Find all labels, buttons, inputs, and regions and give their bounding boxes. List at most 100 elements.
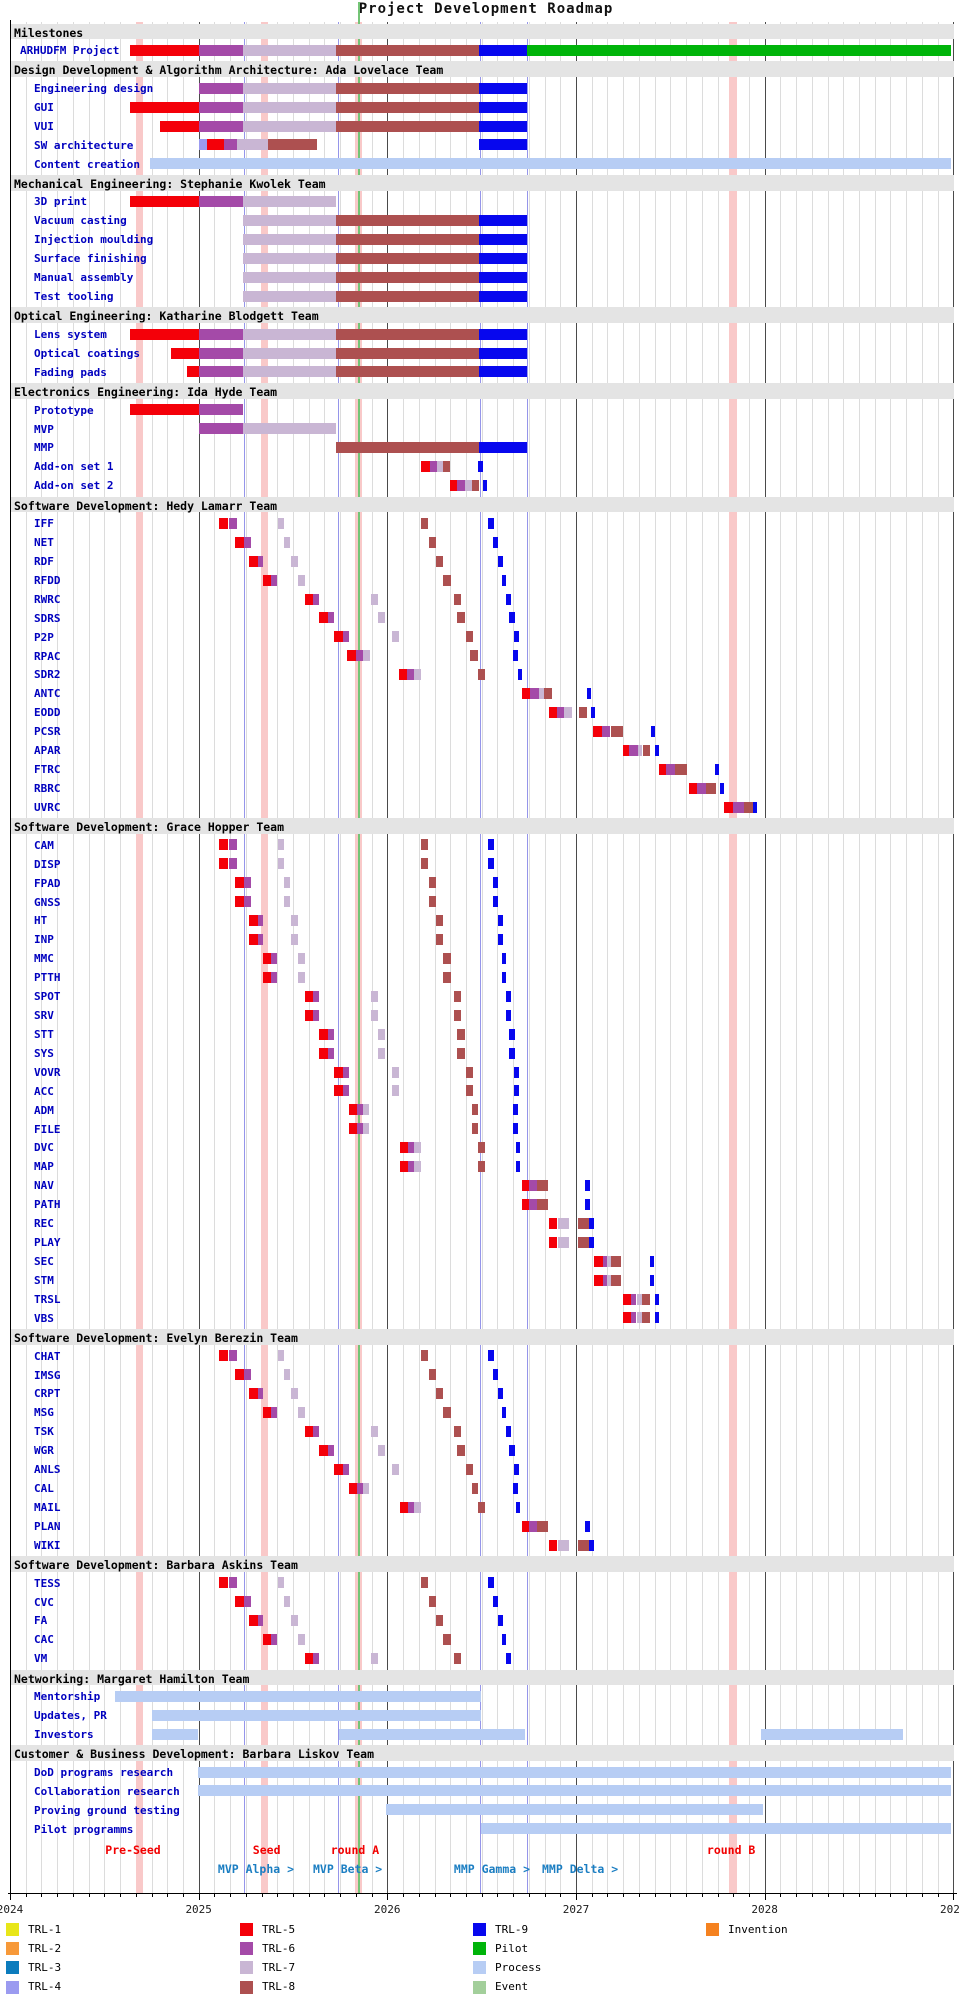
gantt-bar-process [152,1709,481,1721]
grid-month-line [513,22,515,1893]
gantt-bar-trl9 [479,120,527,132]
gantt-bar-trl9 [493,896,498,908]
section-header [10,496,954,513]
gantt-bar-trl5 [263,574,272,586]
grid-month-line [670,22,672,1893]
gantt-bar-trl6 [328,1444,334,1456]
gantt-bar-trl6 [356,650,363,662]
row-label: PLAN [34,1519,61,1533]
gantt-bar-trl9 [488,839,494,851]
legend-swatch-trl7 [240,1961,253,1975]
gantt-bar-trl7 [283,1369,291,1381]
gantt-bar-trl9 [513,1123,518,1135]
gantt-bar-trl8 [536,1180,549,1192]
gantt-bar-trl5 [400,1142,408,1154]
grid-month-line [560,22,562,1893]
grid-month-line [182,22,184,1893]
legend-swatch-trl1 [6,1923,19,1936]
event-band [729,22,737,1893]
gantt-bar-trl9 [513,1463,519,1475]
gantt-bar-trl8 [471,1482,478,1494]
gantt-bar-trl8 [429,1369,437,1381]
row-label: CHAT [34,1349,61,1363]
gantt-bar-trl6 [356,1482,363,1494]
grid-month-line [120,22,122,1893]
gantt-bar-trl6 [198,366,243,378]
gantt-bar-trl6 [343,1463,349,1475]
gantt-bar-trl9 [501,574,507,586]
gantt-bar-trl6 [198,328,243,340]
gantt-bar-trl8 [442,461,450,473]
row-label: SDR2 [34,668,61,682]
gantt-bar-trl8 [578,1539,589,1551]
legend-swatch-pilot [473,1942,486,1956]
row-label: GUI [34,100,54,114]
grid-month-line [308,22,310,1893]
gantt-bar-trl5 [623,1293,631,1305]
gantt-bar-trl9 [649,1274,655,1286]
axis-tick [450,1894,452,1897]
gantt-bar-trl5 [658,763,666,775]
gantt-bar-trl9 [488,858,494,870]
row-label: RPAC [34,649,61,663]
gantt-bar-trl6 [328,612,334,624]
gantt-bar-trl9 [752,801,758,813]
gantt-bar-trl5 [234,1596,244,1608]
row-label: TSK [34,1425,54,1439]
axis-tick [25,1894,27,1897]
gantt-bar-trl8 [457,612,465,624]
grid-month-line [403,22,404,1893]
gantt-bar-trl8 [674,763,687,775]
gantt-bar-trl9 [589,1539,594,1551]
gantt-bar-trl9 [649,1255,655,1267]
axis-tick [528,1894,530,1897]
gantt-bar-trl7 [371,1425,379,1437]
gantt-bar-trl6 [529,1520,537,1532]
grid-month-line [481,22,483,1893]
row-label: Vacuum casting [34,214,127,228]
row-label: EODD [34,706,61,720]
section-header-label: Design Development & Algorithm Architect… [14,63,444,78]
gantt-bar-trl6 [257,1388,264,1400]
gantt-bar-trl8 [420,517,429,529]
row-label: SYS [34,1046,54,1060]
grid-month-line [811,22,813,1893]
row-label: INP [34,933,54,947]
gantt-bar-trl9 [493,536,498,548]
axis-tick [261,1894,263,1897]
milestone-label: MMP Delta > [542,1862,619,1876]
gantt-bar-trl7 [298,1407,305,1419]
gantt-bar-trl6 [271,1634,278,1646]
row-label: Proving ground testing [34,1803,180,1817]
gantt-bar-trl5 [219,1577,229,1589]
gantt-bar-trl8 [429,877,437,889]
grid-month-line [277,22,279,1893]
axis-tick [104,1894,106,1897]
gantt-bar-trl7 [539,688,544,700]
gantt-bar-trl9 [497,934,503,946]
gantt-bar-trl7 [413,669,421,681]
gantt-bar-trl9 [506,1653,512,1665]
gantt-bar-trl8 [336,347,480,359]
gantt-bar-trl5 [399,669,408,681]
gantt-bar-trl8 [457,1028,465,1040]
gantt-bar-trl8 [610,725,623,737]
legend-swatch-trl3 [6,1961,19,1975]
gantt-bar-trl9 [493,1596,498,1608]
axis-tick [717,1894,719,1897]
axis-tick [481,1894,483,1897]
gantt-bar-trl8 [471,479,480,491]
gantt-bar-trl6 [732,801,744,813]
gantt-bar-trl7 [371,1653,379,1665]
gantt-bar-trl5 [319,612,329,624]
gantt-bar-trl6 [198,423,243,435]
gantt-bar-trl5 [170,347,199,359]
gantt-bar-trl8 [642,744,650,756]
gantt-bar-trl6 [198,82,243,94]
gantt-bar-trl8 [267,139,317,151]
gantt-bar-trl8 [420,1350,429,1362]
gantt-bar-trl8 [471,1104,478,1116]
gantt-bar-trl8 [443,1407,451,1419]
section-header [10,307,954,324]
gantt-bar-trl5 [348,1482,357,1494]
